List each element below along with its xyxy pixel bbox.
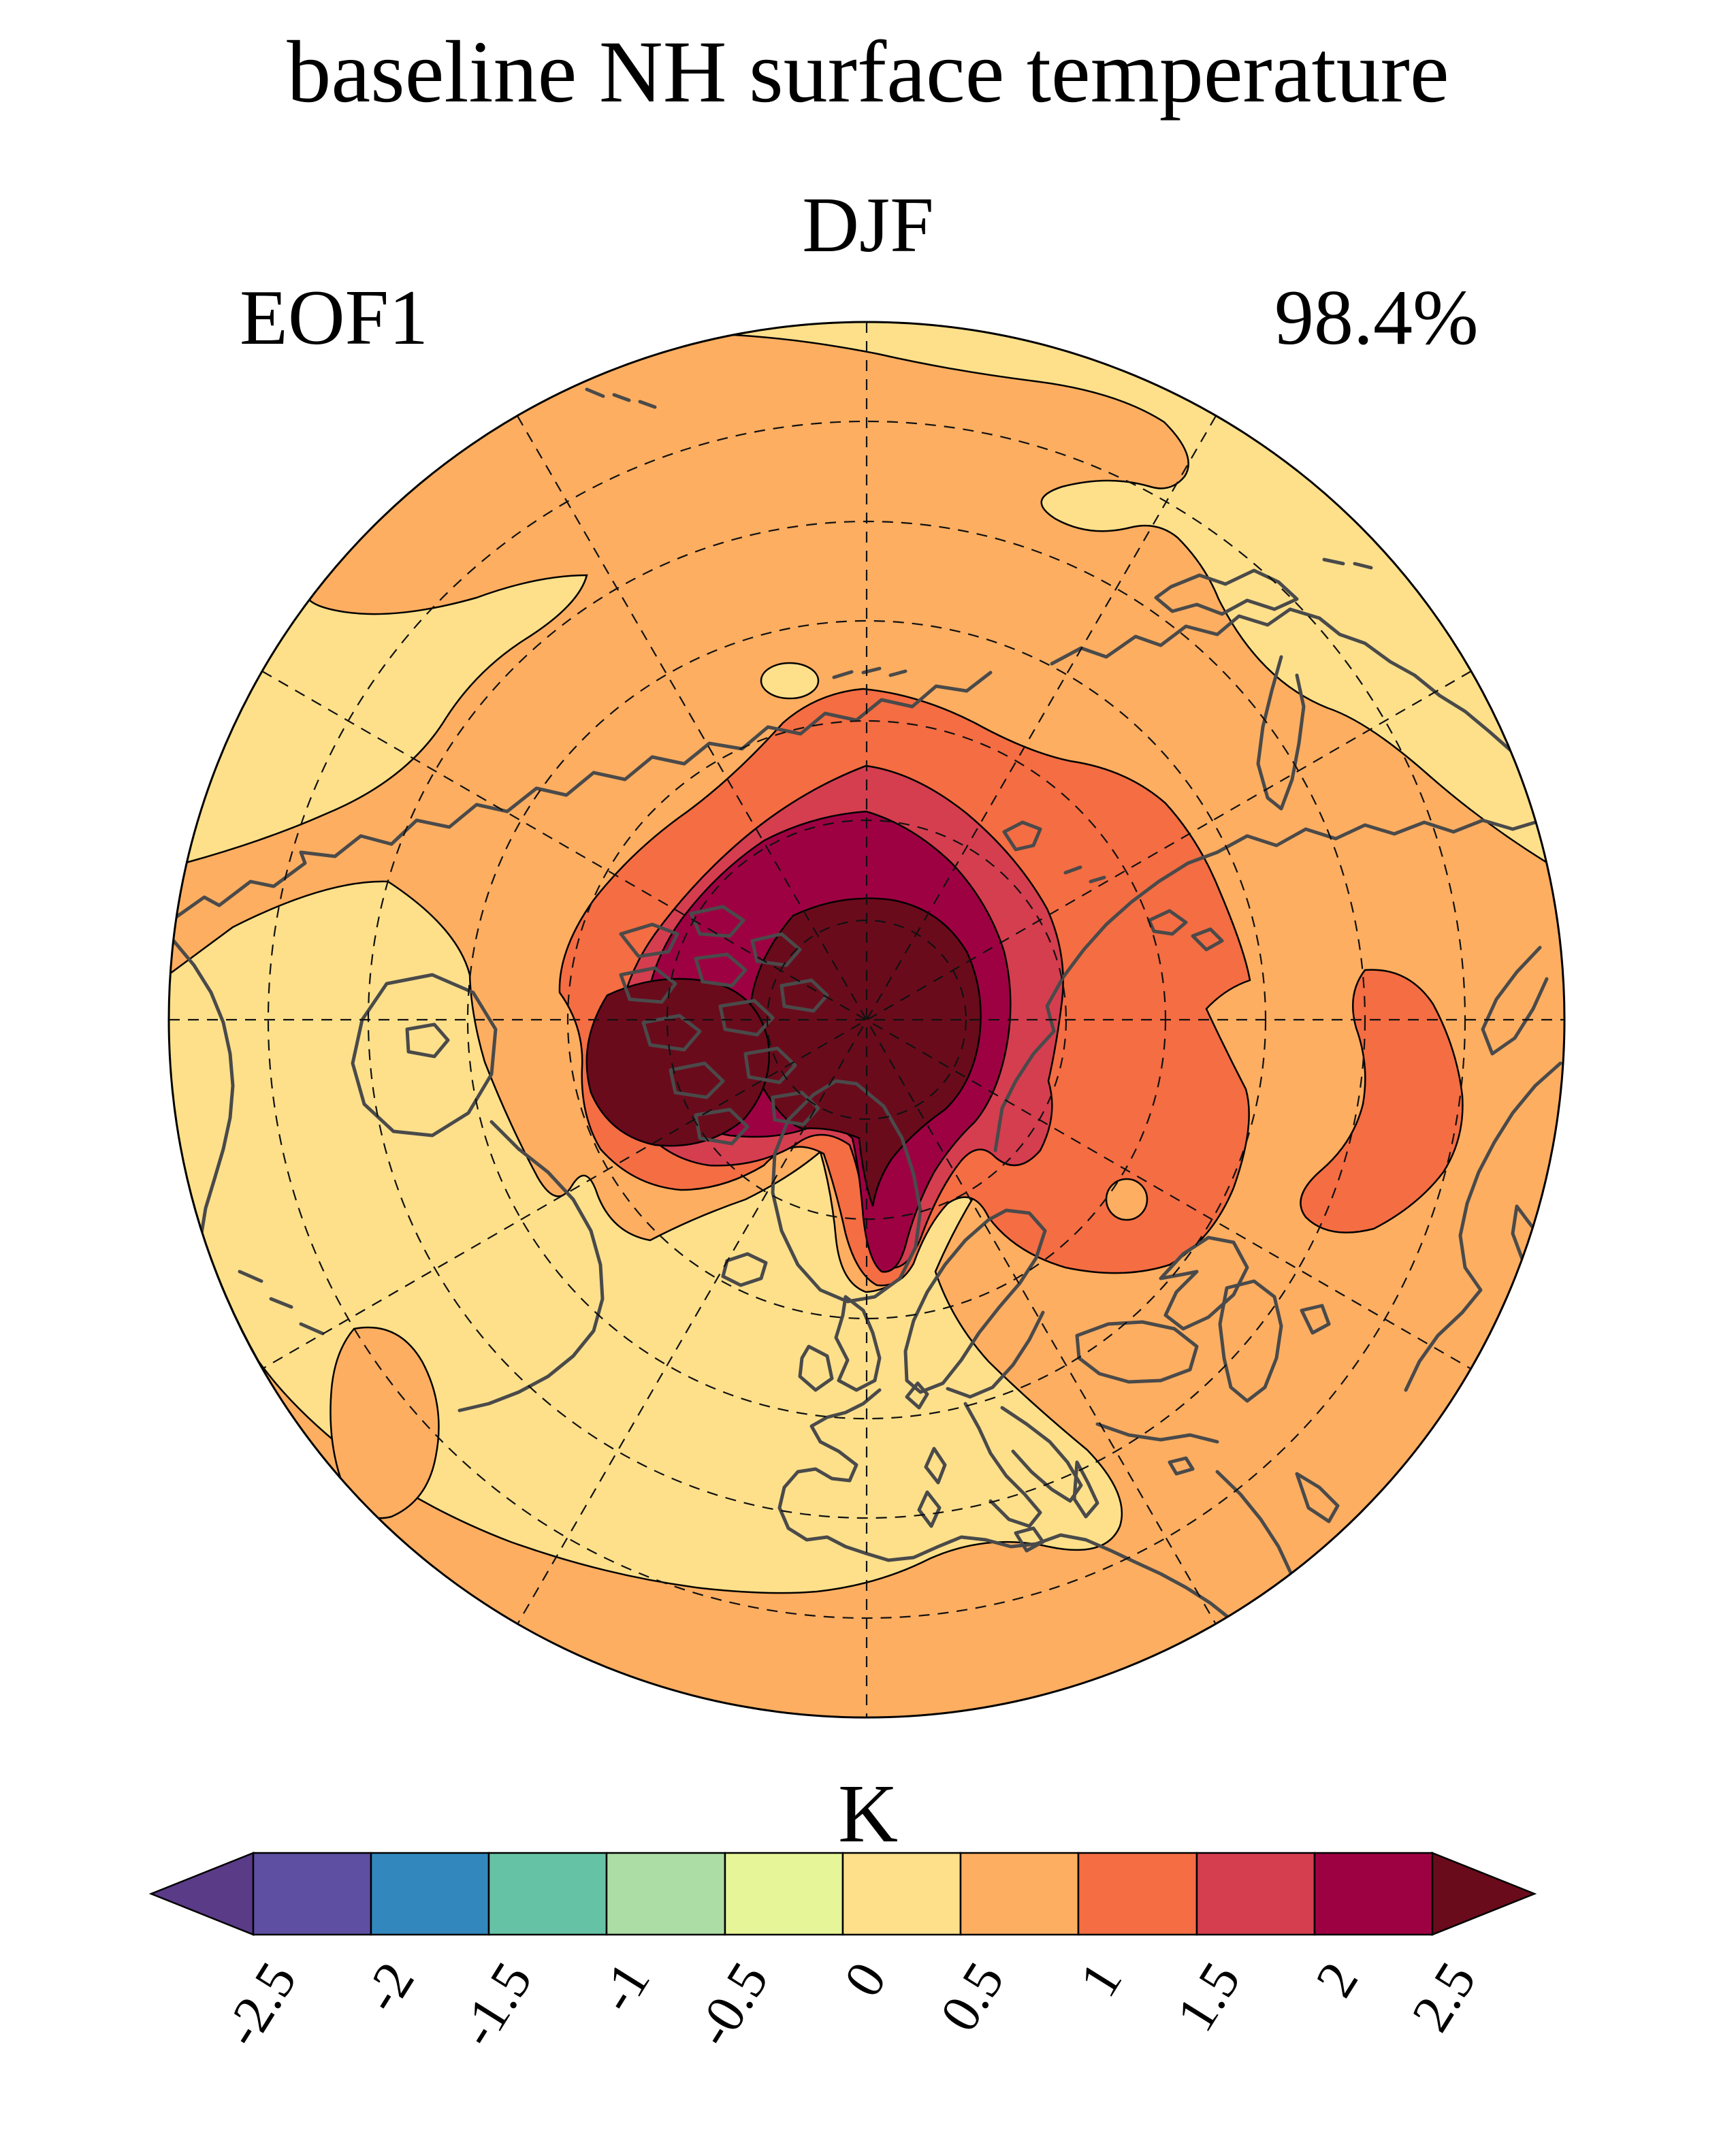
- colorbar-unit-label: K: [837, 1768, 899, 1860]
- orange-hole-in-redorange: [1105, 1178, 1148, 1221]
- meridian-150: [261, 671, 1472, 1370]
- coastline-severnaya-zemlya-2: [1191, 927, 1224, 952]
- meridian-120: [517, 415, 1217, 1625]
- coastline-east-asia: [1404, 1061, 1562, 1392]
- coastline-ireland: [798, 1344, 834, 1392]
- colorbar-segment-8: [1077, 1852, 1198, 1936]
- coastline-europe-africa: [777, 1388, 1274, 1666]
- coastline-na-west: [172, 939, 235, 1240]
- coastline-italy: [917, 1402, 1045, 1553]
- coastline-aleutians: [585, 387, 657, 409]
- colorbar-segment-10: [1313, 1852, 1434, 1936]
- colorbar-segment-4: [605, 1852, 726, 1936]
- coastline-baltic: [946, 1310, 1045, 1399]
- coastline-caribbean: [238, 1270, 325, 1336]
- colorbar-segment-7: [959, 1852, 1080, 1936]
- coastline-great-britain: [834, 1295, 882, 1392]
- coastlines: [170, 387, 1564, 1666]
- coastline-novaya-zemlya: [1159, 1236, 1249, 1331]
- colorbar-segment-2: [370, 1852, 490, 1936]
- colorbar-under-arrow: [148, 1852, 255, 1936]
- colorbar-over-arrow: [1431, 1852, 1537, 1936]
- colorbar-segment-9: [1195, 1852, 1316, 1936]
- coastline-labrador: [457, 1120, 605, 1413]
- coastline-anatolia-cyprus: [1095, 1422, 1219, 1476]
- coastline-greenland: [771, 1079, 922, 1304]
- colorbar-segment-6: [841, 1852, 962, 1936]
- coastline-iceland: [721, 1252, 768, 1287]
- meridian-60: [517, 415, 1217, 1625]
- gold-lens-small: [760, 662, 820, 700]
- coastline-hudson-bay: [351, 973, 498, 1137]
- eof-mode-label: EOF1: [240, 274, 429, 361]
- redorange-asia-lobe: [1300, 969, 1464, 1233]
- coastline-scandinavia: [903, 1208, 1047, 1394]
- orange-comma-in-gold: [329, 1326, 440, 1519]
- coastline-denmark: [905, 1381, 929, 1410]
- season-label: DJF: [802, 182, 934, 269]
- coastline-wrangel: [1322, 558, 1373, 570]
- coastline-severnaya-zemlya-1: [1147, 909, 1188, 936]
- coastline-bering-island: [1447, 578, 1490, 608]
- graticule: [169, 322, 1564, 1717]
- coastline-okhotsk: [1481, 946, 1549, 1056]
- coastline-chukotka-siberia-east: [1050, 607, 1564, 829]
- coastline-balkans-greece: [1000, 1406, 1099, 1519]
- colorbar: [148, 1852, 1537, 1936]
- colorbar-segment-5: [724, 1852, 844, 1936]
- coastline-north-america-arctic: [170, 671, 993, 922]
- coastline-caspian-aral: [1218, 1279, 1331, 1403]
- coastline-siberia-mainland: [993, 818, 1564, 1152]
- variance-explained-label: 98.4%: [1274, 274, 1479, 361]
- colorbar-segment-3: [487, 1852, 608, 1936]
- map-boundary: [167, 321, 1566, 1719]
- meridian-30: [261, 671, 1472, 1370]
- coastline-chukotka-inner: [1154, 568, 1299, 616]
- coastline-svalbard-fjl: [1002, 820, 1106, 884]
- gold-band-upper-left: [185, 574, 588, 864]
- polar-map: [169, 322, 1564, 1717]
- figure-title: baseline NH surface temperature: [287, 23, 1449, 121]
- coastline-kamchatka: [1256, 655, 1306, 811]
- coastline-black-sea: [1075, 1320, 1199, 1384]
- colorbar-segment-1: [252, 1852, 372, 1936]
